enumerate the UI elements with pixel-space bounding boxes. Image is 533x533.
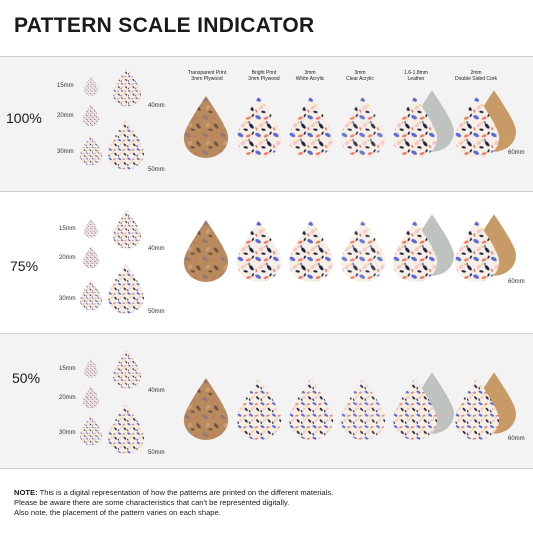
note-label: NOTE: — [14, 488, 38, 497]
drop-clear-acrylic — [340, 378, 386, 440]
drop-30mm — [80, 134, 102, 166]
note-line-1: This is a digital representation of how … — [37, 488, 334, 497]
size-label-60mm: 60mm — [508, 279, 525, 285]
drop-cork — [454, 96, 500, 158]
size-label-20mm: 20mm — [59, 255, 76, 261]
drop-cork — [454, 378, 500, 440]
drop-white-acrylic — [288, 220, 334, 282]
scale-label-75: 75% — [10, 258, 39, 274]
drop-20mm — [83, 245, 99, 269]
size-label-20mm: 20mm — [57, 113, 74, 119]
material-label-clear-acrylic: 3mm Clear Acrylic — [346, 70, 374, 82]
drop-15mm — [84, 358, 98, 378]
size-label-40mm: 40mm — [148, 388, 165, 394]
drop-50mm — [108, 263, 144, 314]
note-line-3: Also note, the placement of the pattern … — [14, 508, 221, 517]
drop-leather — [392, 378, 438, 440]
drop-transparent-plywood — [183, 220, 229, 282]
material-label-white-acrylic: 3mm White Acrylic — [295, 70, 325, 82]
drop-clear-acrylic — [340, 220, 386, 282]
size-label-30mm: 30mm — [59, 296, 76, 302]
size-label-60mm: 60mm — [508, 436, 525, 442]
size-label-30mm: 30mm — [59, 430, 76, 436]
material-label-cork: 2mm Double Sided Cork — [455, 70, 497, 82]
drop-30mm — [80, 279, 102, 311]
size-label-50mm: 50mm — [148, 450, 165, 456]
size-label-15mm: 15mm — [57, 83, 74, 89]
size-label-15mm: 15mm — [59, 366, 76, 372]
drop-clear-acrylic — [340, 96, 386, 158]
material-label-bright-plywood: Bright Print 3mm Plywood — [248, 70, 280, 82]
page-title: PATTERN SCALE INDICATOR — [14, 14, 315, 37]
drop-50mm — [108, 119, 144, 170]
drop-50mm — [108, 403, 144, 454]
drop-transparent-plywood — [183, 96, 229, 158]
size-label-40mm: 40mm — [148, 103, 165, 109]
divider — [0, 333, 533, 334]
drop-40mm — [113, 349, 141, 389]
drop-20mm — [83, 385, 99, 409]
drop-15mm — [84, 218, 98, 238]
drop-cork — [454, 220, 500, 282]
size-label-20mm: 20mm — [59, 395, 76, 401]
drop-leather — [392, 96, 438, 158]
drop-transparent-plywood — [183, 378, 229, 440]
divider — [0, 468, 533, 469]
drop-30mm — [80, 414, 102, 446]
drop-20mm — [83, 103, 99, 127]
drop-bright-plywood — [236, 378, 282, 440]
size-label-40mm: 40mm — [148, 246, 165, 252]
drop-bright-plywood — [236, 220, 282, 282]
material-label-leather: 1.6-1.8mm Leather — [404, 70, 428, 82]
drop-leather — [392, 220, 438, 282]
size-label-50mm: 50mm — [148, 167, 165, 173]
scale-label-50: 50% — [12, 370, 41, 386]
size-label-50mm: 50mm — [148, 309, 165, 315]
size-label-30mm: 30mm — [57, 149, 74, 155]
divider — [0, 191, 533, 192]
divider — [0, 56, 533, 57]
drop-white-acrylic — [288, 96, 334, 158]
drop-bright-plywood — [236, 96, 282, 158]
disclaimer-note: NOTE: This is a digital representation o… — [14, 488, 519, 518]
size-label-60mm: 60mm — [508, 150, 525, 156]
drop-40mm — [113, 67, 141, 107]
drop-white-acrylic — [288, 378, 334, 440]
material-label-transparent-plywood: Transparent Print 3mm Plywood — [187, 70, 227, 82]
drop-40mm — [113, 209, 141, 249]
drop-15mm — [84, 76, 98, 96]
note-line-2: Please be aware there are some character… — [14, 498, 290, 507]
scale-label-100: 100% — [6, 110, 42, 126]
size-label-15mm: 15mm — [59, 226, 76, 232]
